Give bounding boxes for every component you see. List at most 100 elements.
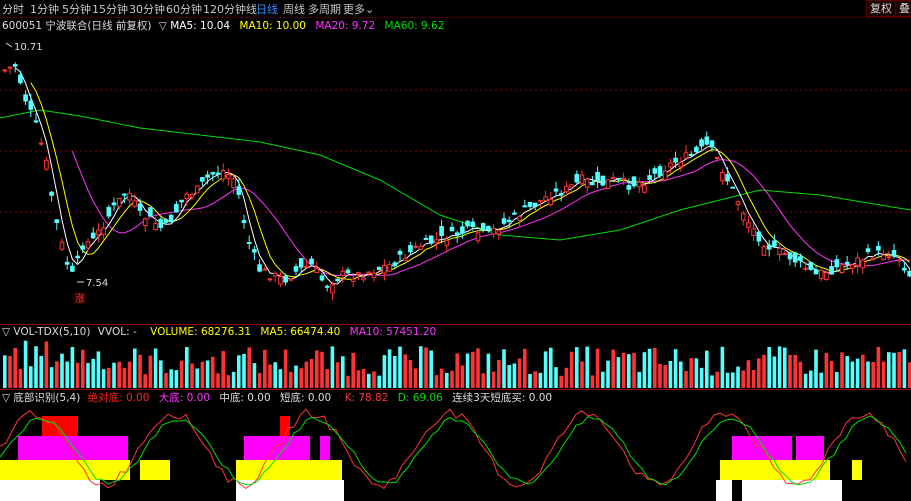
volume-bar [320, 351, 324, 388]
main-legend: 600051 宁波联合(日线 前复权) ▽ MA5: 10.04 MA10: 1… [2, 18, 444, 33]
volume-bar [887, 352, 891, 388]
tab-60min[interactable]: 60分钟 [166, 3, 202, 16]
volume-bar [767, 346, 771, 388]
volume-bar [299, 368, 303, 388]
volume-ma5: MA5: 66474.40 [260, 326, 341, 338]
stock-label: 600051 宁波联合(日线 前复权) [2, 20, 152, 32]
candle-body [350, 278, 356, 282]
candle-body [59, 241, 65, 250]
candle-body [54, 219, 60, 224]
candle-body [772, 240, 777, 247]
candle-body [746, 222, 751, 228]
candle-body [616, 178, 621, 181]
vvol-label: VVOL: - [97, 326, 137, 338]
candle-body [605, 179, 611, 190]
volume-bar [107, 367, 111, 388]
volume-bar [226, 375, 231, 388]
volume-indicator-name[interactable]: ▽ VOL-TDX(5,10) [2, 326, 91, 338]
volume-bar [283, 349, 288, 388]
candle-body [543, 196, 548, 202]
volume-bar [138, 354, 142, 388]
tab-5min[interactable]: 5分钟 [62, 3, 91, 16]
volume-bar [741, 370, 745, 388]
candle-body [480, 223, 486, 231]
candle-body [522, 205, 528, 208]
volume-bar [445, 372, 449, 388]
tab-more[interactable]: 更多⌄ [343, 1, 374, 17]
tab-1min[interactable]: 1分钟 [30, 3, 59, 16]
candle-body [657, 166, 663, 177]
volume-bar [231, 371, 236, 388]
volume-chart[interactable] [0, 338, 911, 388]
volume-bar [367, 373, 371, 388]
volume-bar [18, 368, 23, 388]
volume-bar [81, 349, 85, 388]
candle-body [75, 255, 80, 259]
volume-bar [705, 350, 709, 388]
d-line [0, 415, 907, 486]
volume-ma10: MA10: 57451.20 [349, 326, 437, 338]
tab-120min[interactable]: 120分钟线 [203, 3, 257, 16]
candle-body [33, 120, 39, 123]
candle-body [668, 162, 673, 168]
tab-intraday[interactable]: 分时 [2, 3, 24, 16]
candlestick-chart[interactable]: 10.71 7.54 涨 [0, 30, 911, 322]
volume-bar [803, 373, 808, 388]
candle-body [356, 272, 361, 275]
candle-body [7, 66, 13, 69]
bottom-zone-block [720, 460, 830, 480]
candle-body [382, 264, 387, 274]
candle-body [855, 257, 860, 267]
bottom-zone-block [236, 480, 344, 501]
volume-bar [824, 352, 829, 388]
bottom-indicator-name[interactable]: ▽ 底部识别(5,4) [2, 392, 81, 404]
tab-multi-period[interactable]: 多周期 [308, 3, 341, 16]
volume-bar [356, 370, 361, 388]
candle-body [38, 142, 44, 145]
volume-legend: ▽ VOL-TDX(5,10) VVOL: - VOLUME: 68276.31… [2, 326, 436, 338]
candle-body [226, 174, 231, 179]
candle-body [236, 186, 242, 195]
volume-bar [907, 362, 911, 388]
candle-body [694, 146, 699, 153]
candle-body [111, 202, 117, 206]
candle-body [184, 193, 190, 199]
volume-bar [174, 370, 179, 388]
candle-body [709, 140, 715, 148]
candle-body [137, 203, 143, 211]
tab-daily[interactable]: 日线 [256, 3, 278, 16]
bottom-indicator-chart[interactable] [0, 402, 911, 501]
overlay-button[interactable]: 叠加 [895, 0, 911, 17]
candle-body [127, 192, 132, 201]
volume-bar [55, 361, 59, 388]
volume-bar [263, 349, 267, 388]
bottom-zone-block [316, 460, 328, 480]
candle-body [548, 198, 554, 206]
volume-bar [538, 372, 543, 388]
candle-body [28, 100, 34, 110]
candle-body [720, 172, 725, 182]
volume-bar [190, 363, 194, 388]
candle-body [18, 74, 23, 84]
volume-bar [606, 360, 610, 388]
candle-body [527, 201, 533, 207]
ma5-label: MA5: 10.04 [170, 20, 231, 32]
volume-bar [335, 362, 340, 388]
restore-button[interactable]: 复权 [866, 0, 896, 17]
candle-body [704, 136, 710, 145]
tab-15min[interactable]: 15分钟 [92, 3, 128, 16]
volume-bar [465, 353, 470, 388]
big-bottom-label: 大底: 0.00 [158, 392, 211, 404]
candle-body [725, 174, 730, 182]
indicator-marker-icon[interactable]: ▽ [158, 20, 167, 32]
candle-body [579, 174, 585, 185]
volume-bar [507, 365, 511, 388]
tab-weekly[interactable]: 周线 [283, 3, 305, 16]
candle-body [636, 181, 642, 188]
volume-bar [8, 355, 12, 388]
volume-bar [715, 371, 719, 388]
volume-bar [237, 355, 241, 388]
tab-30min[interactable]: 30分钟 [129, 3, 165, 16]
candle-body [2, 69, 8, 72]
moving-average-line [71, 151, 910, 277]
